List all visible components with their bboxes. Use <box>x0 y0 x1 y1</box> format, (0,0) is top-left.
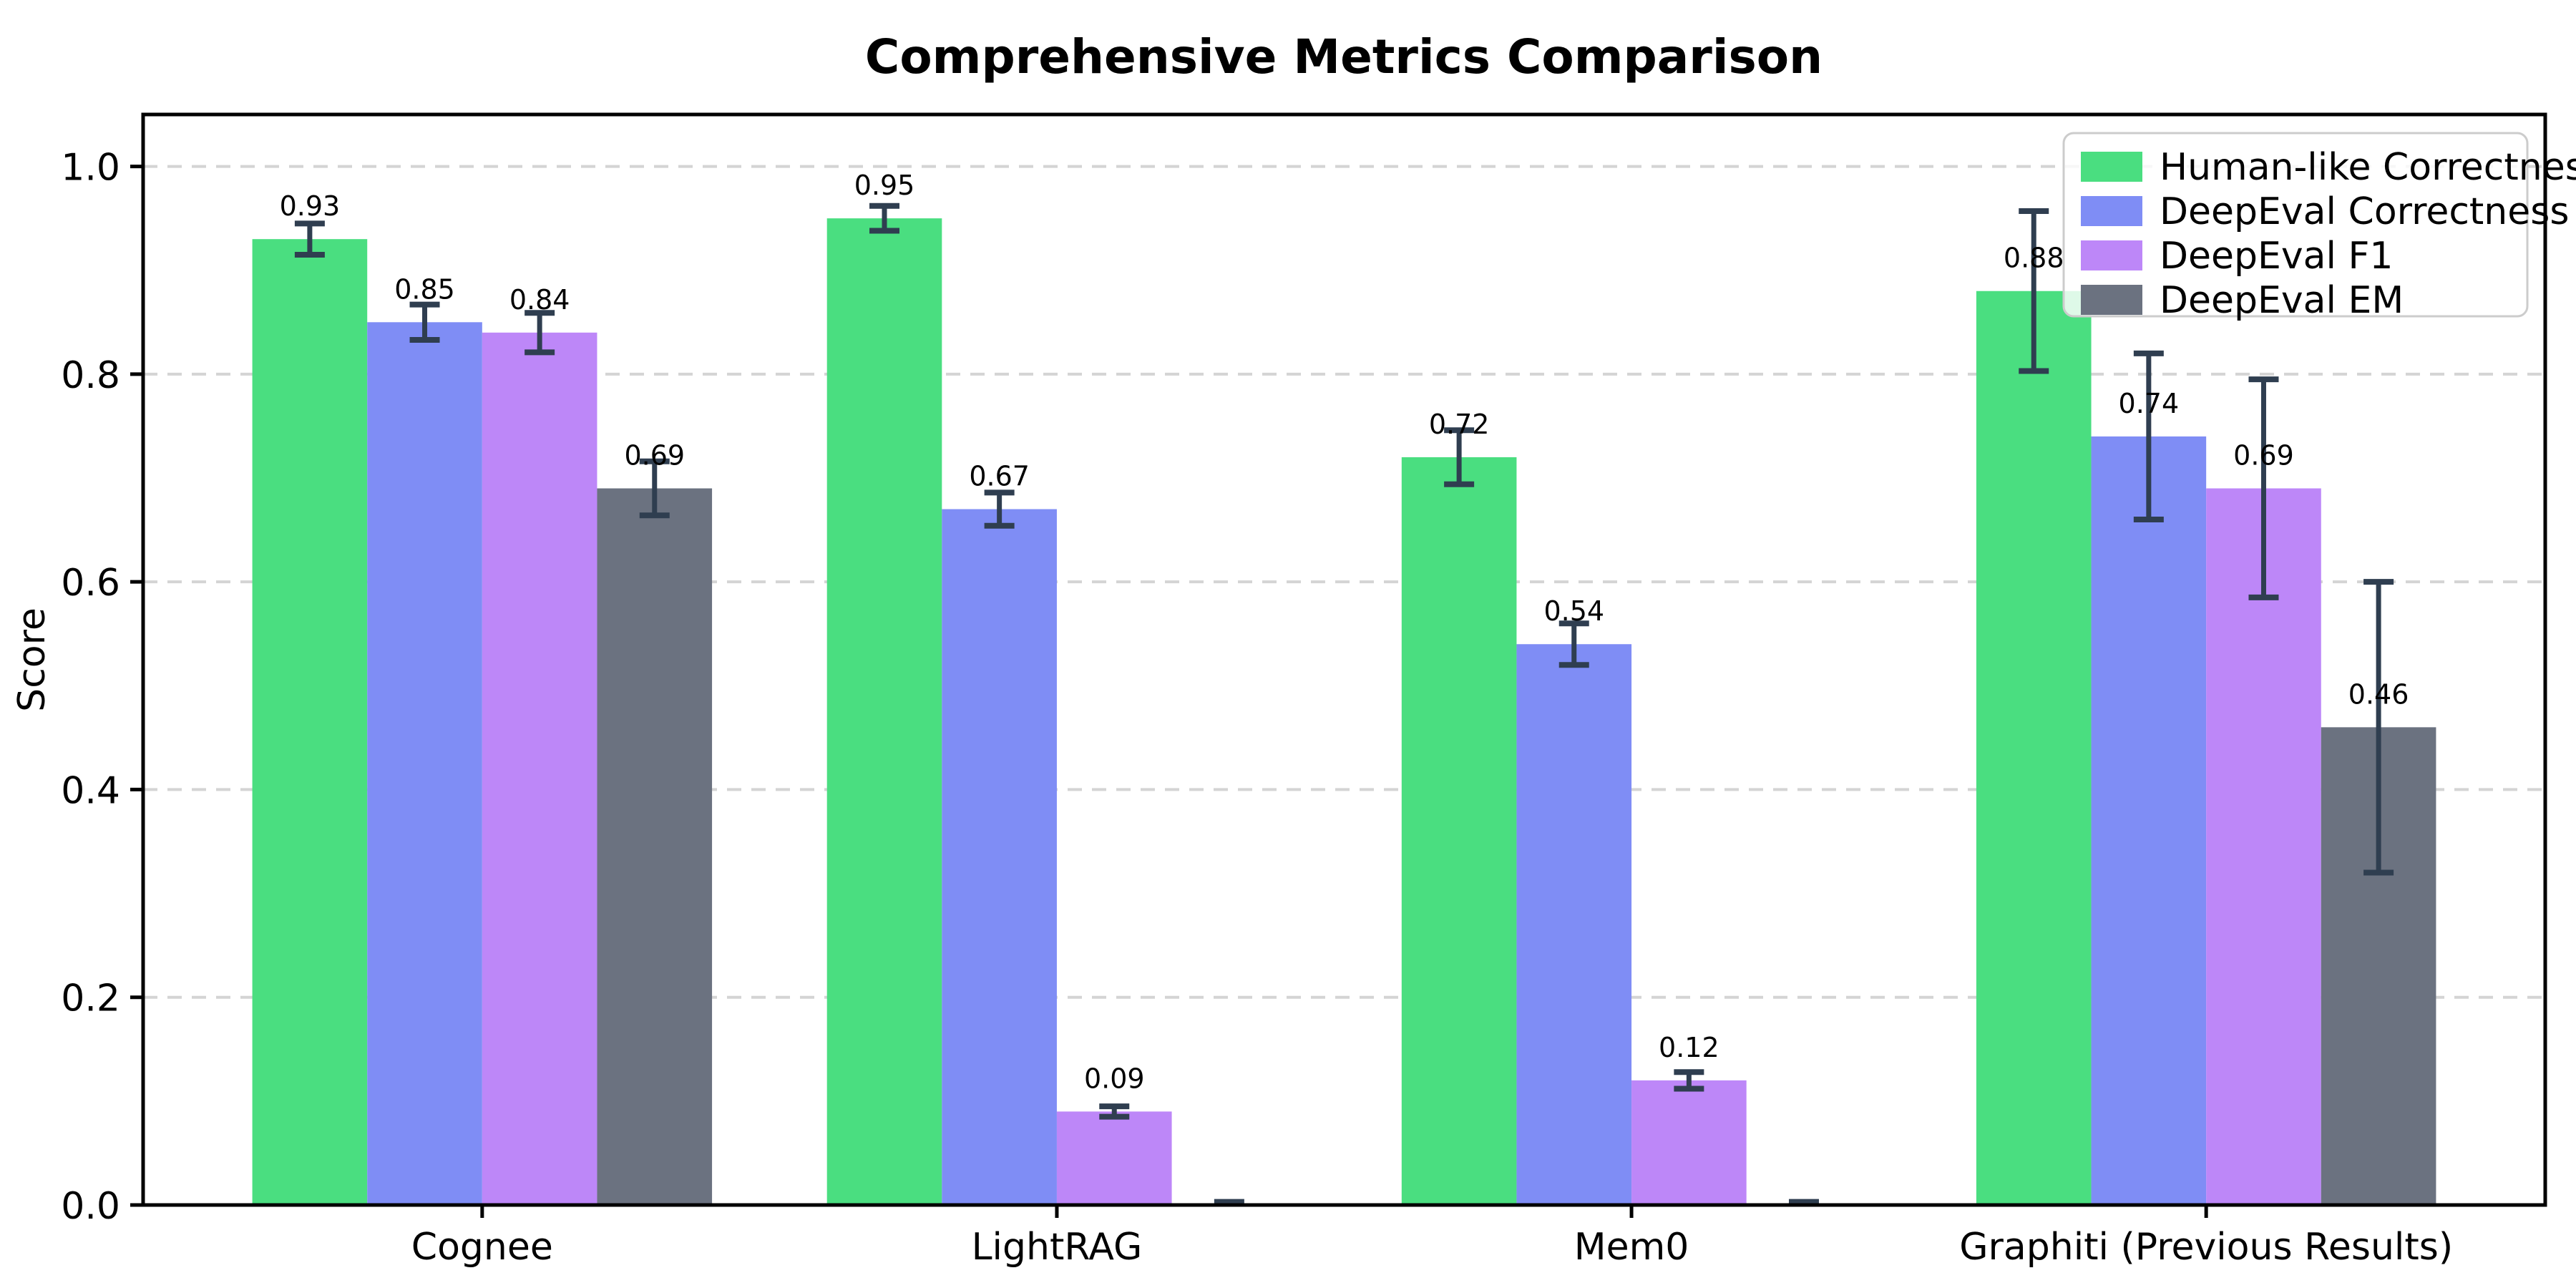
bar-value-graphiti-previous-results-deepeval-em: 0.46 <box>2348 678 2409 710</box>
error-bar-cognee-deepeval-correctness <box>409 301 440 343</box>
error-bar-lightrag-deepeval-correctness <box>984 489 1015 529</box>
error-bar-lightrag-deepeval-f1 <box>1099 1103 1130 1120</box>
legend-label-deepeval-em: DeepEval EM <box>2160 279 2404 322</box>
legend-swatch-deepeval-correctness <box>2081 196 2142 226</box>
bar-value-cognee-deepeval-f1: 0.84 <box>509 284 570 316</box>
error-bar-mem0-deepeval-correctness <box>1558 620 1589 668</box>
bar-value-mem0-deepeval-f1: 0.12 <box>1659 1032 1719 1063</box>
legend-label-human-like-correctness: Human-like Correctness <box>2160 146 2576 189</box>
bar-value-graphiti-previous-results-human-like-correctness: 0.88 <box>2004 243 2064 274</box>
bar-value-cognee-deepeval-correctness: 0.85 <box>394 273 455 305</box>
error-bar-mem0-human-like-correctness <box>1444 427 1475 487</box>
error-bar-layer <box>294 203 2394 1205</box>
y-axis-label: Score <box>11 608 54 712</box>
x-category-label-mem0: Mem0 <box>1574 1226 1689 1269</box>
bar-mem0-deepeval-correctness <box>1516 644 1632 1205</box>
error-bar-graphiti-previous-results-deepeval-em <box>2363 579 2394 876</box>
bar-cognee-deepeval-em <box>597 488 713 1205</box>
bar-lightrag-deepeval-f1 <box>1056 1111 1172 1205</box>
legend-item-deepeval-f1: DeepEval F1 <box>2081 235 2394 278</box>
bar-cognee-deepeval-f1 <box>482 332 597 1205</box>
bar-mem0-deepeval-f1 <box>1631 1080 1747 1205</box>
legend-label-deepeval-f1: DeepEval F1 <box>2160 235 2394 278</box>
error-bar-graphiti-previous-results-deepeval-f1 <box>2248 376 2279 600</box>
bar-value-cognee-deepeval-em: 0.69 <box>624 440 685 472</box>
legend-swatch-deepeval-f1 <box>2081 240 2142 270</box>
bar-graphiti-previous-results-human-like-correctness <box>1976 291 2092 1205</box>
x-category-label-lightrag: LightRAG <box>972 1226 1143 1269</box>
bar-value-lightrag-human-like-correctness: 0.95 <box>854 170 915 201</box>
axes-frame <box>141 112 2547 1207</box>
y-tick-label-0.4: 0.4 <box>61 769 120 812</box>
legend-label-deepeval-correctness: DeepEval Correctness <box>2160 190 2569 233</box>
legend-swatch-human-like-correctness <box>2081 152 2142 182</box>
legend-swatch-deepeval-em <box>2081 285 2142 315</box>
error-bar-graphiti-previous-results-deepeval-correctness <box>2133 350 2164 523</box>
y-tick-label-0.0: 0.0 <box>61 1185 120 1228</box>
bar-value-graphiti-previous-results-deepeval-f1: 0.69 <box>2233 440 2294 472</box>
bar-value-mem0-deepeval-correctness: 0.54 <box>1543 595 1604 627</box>
error-bar-cognee-human-like-correctness <box>294 220 325 258</box>
error-bar-lightrag-human-like-correctness <box>869 203 900 234</box>
bar-graphiti-previous-results-deepeval-f1 <box>2206 488 2321 1205</box>
bar-cognee-human-like-correctness <box>252 239 368 1206</box>
bar-layer <box>252 218 2436 1206</box>
x-category-label-cognee: Cognee <box>411 1226 553 1269</box>
legend-item-deepeval-em: DeepEval EM <box>2081 279 2404 322</box>
legend-item-human-like-correctness: Human-like Correctness <box>2081 146 2576 189</box>
error-bar-cognee-deepeval-f1 <box>525 310 555 356</box>
y-tick-label-0.6: 0.6 <box>61 562 120 605</box>
bar-value-cognee-human-like-correctness: 0.93 <box>280 190 341 222</box>
y-tick-label-0.2: 0.2 <box>61 977 120 1020</box>
bar-cognee-deepeval-correctness <box>367 322 482 1206</box>
axis-layer: 0.0 0.2 0.4 0.6 0.8 1.0 Cognee LightRAG Mem0 Grap… <box>61 112 2547 1269</box>
bar-graphiti-previous-results-deepeval-correctness <box>2091 436 2207 1205</box>
legend-item-deepeval-correctness: DeepEval Correctness <box>2081 190 2569 233</box>
bar-mem0-human-like-correctness <box>1401 457 1517 1205</box>
error-bar-mem0-deepeval-f1 <box>1674 1069 1704 1092</box>
bar-value-lightrag-deepeval-f1: 0.09 <box>1084 1063 1145 1094</box>
bar-value-mem0-human-like-correctness: 0.72 <box>1429 409 1490 440</box>
bar-value-graphiti-previous-results-deepeval-correctness: 0.74 <box>2119 388 2180 419</box>
y-tick-label-1.0: 1.0 <box>61 147 120 190</box>
x-category-label-graphiti-previous-results: Graphiti (Previous Results) <box>1959 1226 2453 1269</box>
bar-value-lightrag-deepeval-correctness: 0.67 <box>969 461 1030 492</box>
bar-lightrag-human-like-correctness <box>826 218 942 1206</box>
chart-title: Comprehensive Metrics Comparison <box>865 29 1823 84</box>
y-tick-label-0.8: 0.8 <box>61 354 120 397</box>
legend-box <box>2062 132 2529 318</box>
error-bar-graphiti-previous-results-human-like-correctness <box>2019 208 2049 374</box>
error-bar-cognee-deepeval-em <box>639 458 670 519</box>
bar-label-layer: 0.93 0.95 0.72 0.88 0.85 0.67 0.54 0.74 0.84 0.09… <box>280 170 2409 1094</box>
bar-lightrag-deepeval-correctness <box>942 509 1057 1205</box>
